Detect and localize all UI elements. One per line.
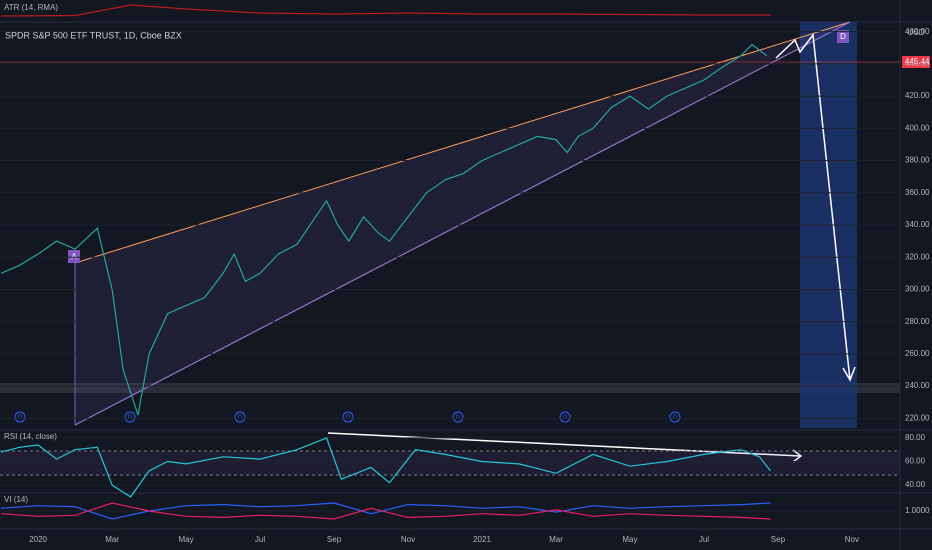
dividend-marker: [559, 411, 571, 423]
arrow-head: [842, 366, 856, 382]
y-tick-label: 1.0000: [905, 506, 930, 515]
series-line: [0, 437, 771, 498]
panel-title: ATR (14, RMA): [4, 3, 58, 12]
pattern-label: D: [840, 32, 846, 41]
panel-title: VI (14): [4, 495, 28, 504]
projection-arrow: [775, 33, 851, 381]
x-tick-label: 2020: [29, 535, 47, 544]
arrow-head: [792, 449, 803, 463]
dividend-marker: [452, 411, 464, 423]
chart-title: SPDR S&P 500 ETF TRUST, 1D, Cboe BZX: [5, 30, 182, 40]
price-tag-label: 445.44: [905, 57, 930, 66]
y-tick-label: 60.00: [905, 457, 926, 466]
x-tick-label: Nov: [401, 535, 415, 544]
dividend-marker: [669, 411, 681, 423]
series-line: [1, 502, 771, 520]
dividend-marker: [14, 411, 26, 423]
y-tick-label: 440.00: [905, 59, 930, 68]
y-tick-label: 220.00: [905, 413, 930, 422]
x-tick-label: Mar: [549, 535, 563, 544]
pattern-label: A: [71, 252, 77, 261]
support-zone: [0, 383, 900, 393]
y-tick-label: 80.00: [905, 433, 926, 442]
panel-title: RSI (14, close): [4, 432, 57, 441]
y-tick-label: 380.00: [905, 156, 930, 165]
y-tick-label: 360.00: [905, 188, 930, 197]
y-tick-label: 340.00: [905, 220, 930, 229]
x-tick-label: Mar: [105, 535, 119, 544]
y-tick-label: 460.00: [905, 27, 930, 36]
y-tick-label: 320.00: [905, 252, 930, 261]
dividend-marker: [342, 411, 354, 423]
wedge-lower: [74, 21, 851, 426]
price-tag: [902, 56, 930, 68]
dividend-marker: [234, 411, 246, 423]
x-tick-label: May: [622, 535, 637, 544]
x-tick-label: 2021: [473, 535, 491, 544]
y-tick-label: 420.00: [905, 91, 930, 100]
x-tick-label: Jul: [255, 535, 265, 544]
y-tick-label: 240.00: [905, 381, 930, 390]
series-line: [1, 4, 771, 17]
y-tick-label: 280.00: [905, 317, 930, 326]
series-line: [0, 43, 768, 416]
x-tick-label: Sep: [771, 535, 786, 544]
y-tick-label: 300.00: [905, 285, 930, 294]
pattern-point: [837, 30, 849, 43]
series-line: [1, 502, 771, 520]
x-tick-label: Jul: [699, 535, 709, 544]
y-tick-label: 260.00: [905, 349, 930, 358]
y-tick-label: 400.00: [905, 123, 930, 132]
pattern-point: [68, 250, 80, 263]
dividend-marker: [124, 411, 136, 423]
x-tick-label: Nov: [845, 535, 859, 544]
x-tick-label: Sep: [327, 535, 342, 544]
x-tick-label: May: [179, 535, 194, 544]
currency: USD: [908, 28, 925, 37]
y-tick-label: 40.00: [905, 480, 926, 489]
